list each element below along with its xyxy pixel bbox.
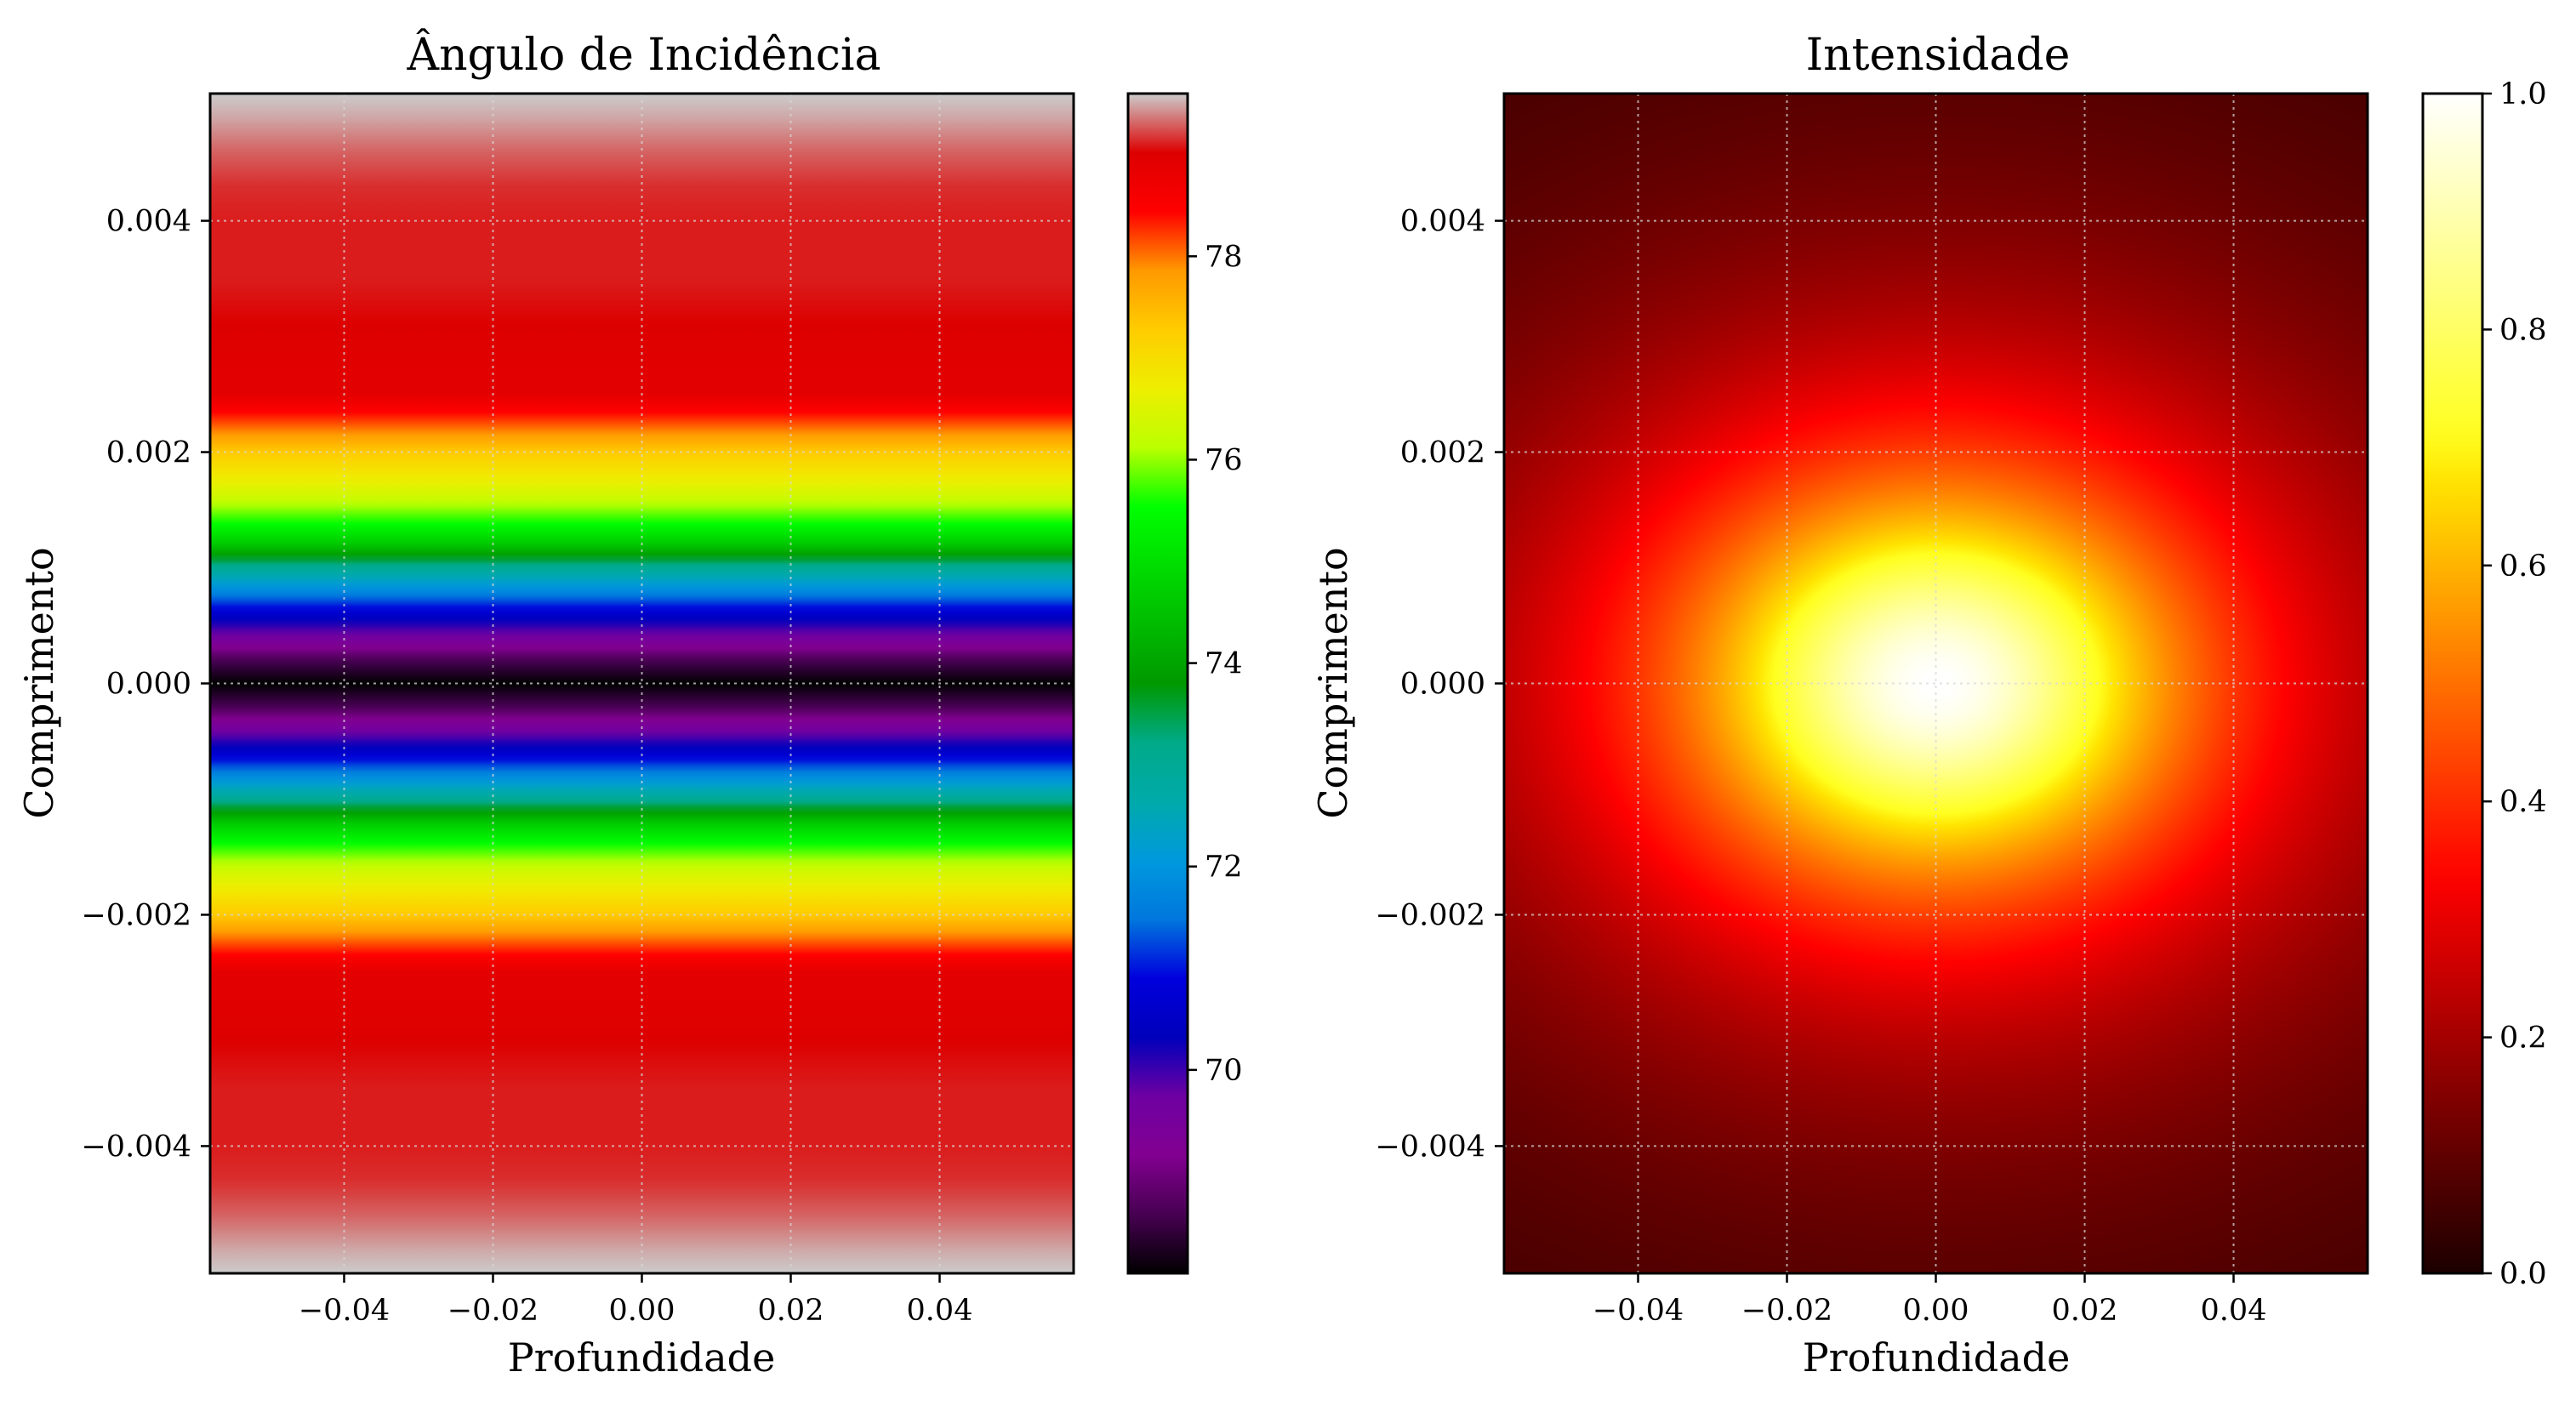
- angle-grid: [210, 94, 1074, 1273]
- intensity-panel: Intensidade −0.04 −0.02 0.00 0.02 0.04 −0.00…: [1310, 30, 2547, 1380]
- colorbar-tick-label: 72: [1205, 851, 1243, 885]
- angle-colorbar-frame: [1126, 92, 1189, 1275]
- y-tick-label: −0.002: [81, 898, 191, 932]
- colorbar-tick-label: 0.2: [2499, 1022, 2547, 1056]
- x-tick-label: 0.00: [609, 1294, 675, 1328]
- intensity-y-ticks: −0.004 −0.002 0.000 0.002 0.004: [1375, 205, 1504, 1164]
- x-tick-label: −0.02: [447, 1294, 539, 1328]
- angle-colorbar-ticks: 70 72 74 76 78: [1188, 240, 1243, 1088]
- x-tick-label: −0.04: [1593, 1294, 1684, 1328]
- intensity-y-axis-label: Comprimento: [1310, 547, 1356, 818]
- y-tick-label: 0.004: [106, 205, 191, 239]
- intensity-chart-title: Intensidade: [1806, 30, 2071, 81]
- colorbar-tick-label: 70: [1205, 1054, 1243, 1088]
- colorbar-tick-label: 76: [1205, 443, 1243, 477]
- angle-colorbar: [1128, 94, 1188, 1273]
- y-tick-label: 0.000: [1400, 668, 1485, 702]
- colorbar-tick-label: 1.0: [2499, 77, 2547, 111]
- colorbar-tick-label: 78: [1205, 240, 1243, 274]
- angle-x-ticks: −0.04 −0.02 0.00 0.02 0.04: [299, 1273, 973, 1328]
- x-tick-label: 0.04: [2201, 1294, 2267, 1328]
- angle-x-axis-label: Profundidade: [508, 1335, 776, 1380]
- y-tick-label: −0.004: [1375, 1130, 1485, 1164]
- angle-y-axis-label: Comprimento: [16, 547, 62, 818]
- x-tick-label: 0.02: [758, 1294, 824, 1328]
- y-tick-label: 0.002: [1400, 436, 1485, 470]
- x-tick-label: 0.04: [907, 1294, 973, 1328]
- angle-y-ticks: −0.004 −0.002 0.000 0.002 0.004: [81, 205, 210, 1164]
- intensity-x-ticks: −0.04 −0.02 0.00 0.02 0.04: [1593, 1273, 2267, 1328]
- intensity-colorbar: [2423, 94, 2482, 1273]
- x-tick-label: −0.04: [299, 1294, 390, 1328]
- intensity-colorbar-frame: [2421, 92, 2484, 1275]
- y-tick-label: −0.004: [81, 1130, 191, 1164]
- y-tick-label: 0.002: [106, 436, 191, 470]
- angle-panel: Ângulo de Incidência −0.04 −0.02 0.00 0.02 0…: [16, 28, 1243, 1380]
- colorbar-tick-label: 74: [1205, 647, 1243, 681]
- colorbar-tick-label: 0.0: [2499, 1257, 2547, 1291]
- intensity-x-axis-label: Profundidade: [1803, 1335, 2071, 1380]
- x-tick-label: −0.02: [1741, 1294, 1832, 1328]
- y-tick-label: 0.000: [106, 668, 191, 702]
- colorbar-tick-label: 0.8: [2499, 313, 2547, 347]
- colorbar-tick-label: 0.4: [2499, 785, 2547, 819]
- angle-chart-title: Ângulo de Incidência: [407, 28, 881, 81]
- x-tick-label: 0.02: [2052, 1294, 2118, 1328]
- x-tick-label: 0.00: [1903, 1294, 1969, 1328]
- y-tick-label: −0.002: [1375, 898, 1485, 932]
- y-tick-label: 0.004: [1400, 205, 1485, 239]
- intensity-grid: [1504, 94, 2368, 1273]
- intensity-colorbar-ticks: 0.0 0.2 0.4 0.6 0.8 1.0: [2482, 77, 2547, 1291]
- colorbar-tick-label: 0.6: [2499, 549, 2547, 583]
